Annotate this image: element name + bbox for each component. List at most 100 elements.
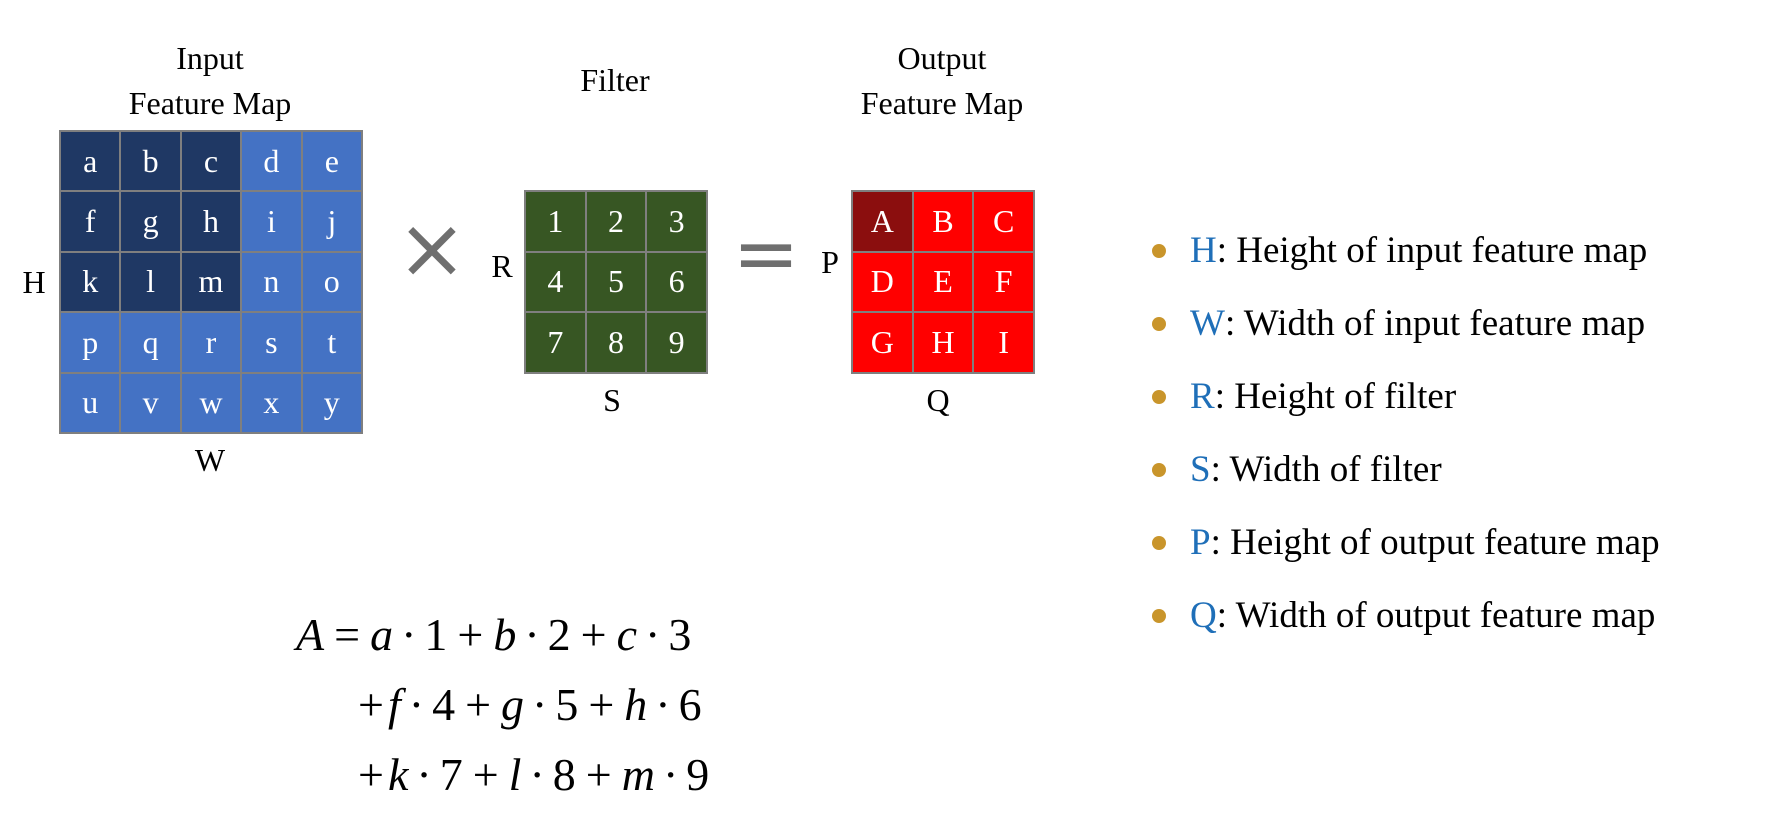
output-feature-map-cell: E (912, 251, 974, 313)
equation-weight: 5 (555, 679, 579, 730)
legend-item: H: Height of input feature map (1152, 214, 1660, 287)
equation-operator: = (334, 609, 361, 660)
legend-item: R: Height of filter (1152, 360, 1660, 433)
equation-variable: l (508, 749, 522, 800)
output-feature-map-cell: D (852, 251, 913, 313)
output-feature-map-cell: F (973, 251, 1034, 313)
input-feature-map-cell: r (180, 312, 242, 373)
equation-operator: + (465, 679, 492, 730)
filter-cell: 5 (585, 251, 647, 313)
input-feature-map-cell: u (60, 372, 121, 433)
bullet-icon (1152, 389, 1166, 404)
equation-dot: · (655, 679, 671, 730)
filter-cell: 3 (646, 191, 707, 252)
legend-symbol: W (1190, 303, 1225, 344)
multiply-operator: × (396, 199, 468, 297)
equation-operator: + (358, 679, 384, 730)
legend-item: P: Height of output feature map (1152, 506, 1660, 579)
output-title-line1: Output (897, 40, 987, 76)
input-feature-map-cell: m (180, 251, 242, 313)
input-feature-map-cell: g (120, 191, 181, 252)
input-feature-map-cell: y (301, 372, 362, 433)
equation-line: A = a · 1 + b · 2 + c · 3 (296, 600, 709, 670)
equation-operator: + (585, 749, 612, 800)
filter-cell: 6 (646, 251, 707, 313)
input-feature-map-cell: l (120, 251, 181, 313)
input-feature-map-cell: v (120, 372, 181, 433)
input-title-line2: Feature Map (128, 85, 292, 121)
input-feature-map-cell: f (60, 191, 121, 252)
legend-symbol: P (1190, 522, 1211, 563)
input-feature-map-cell: x (241, 372, 302, 433)
equation-weight: 8 (552, 749, 576, 800)
output-title-line2: Feature Map (860, 85, 1024, 121)
input-feature-map-cell: o (301, 251, 362, 313)
equation-weight: 9 (686, 749, 710, 800)
input-feature-map-cell: d (241, 131, 302, 192)
input-feature-map-cell: b (120, 131, 181, 192)
equation-variable: a (370, 609, 394, 660)
equation-variable: m (621, 749, 655, 800)
output-height-label: P (821, 244, 839, 280)
equation-weight: 3 (668, 609, 692, 660)
input-feature-map-cell: h (180, 191, 242, 252)
input-feature-map-cell: s (241, 312, 302, 373)
legend-item: S: Width of filter (1152, 433, 1660, 506)
equation-variable: k (387, 749, 409, 800)
input-feature-map-cell: w (180, 372, 242, 433)
equation-dot: · (645, 609, 661, 660)
equation-dot: · (532, 679, 548, 730)
dimension-legend: H: Height of input feature map W: Width o… (1152, 214, 1660, 652)
filter-cell: 8 (585, 312, 647, 373)
input-feature-map-cell: j (301, 191, 362, 252)
equation-dot: · (529, 749, 545, 800)
equation-operator: + (358, 749, 384, 800)
equation-weight: 4 (432, 679, 456, 730)
input-feature-map-cell: k (60, 251, 121, 313)
equation-dot: · (662, 749, 679, 800)
legend-text: : Height of filter (1214, 376, 1457, 417)
equation-dot: · (401, 609, 417, 660)
equation: A = a · 1 + b · 2 + c · 3 +f · 4 + g · 5 + h · 6 +k · 7 + l · 8 + m · 9 (296, 600, 709, 810)
filter-width-label: S (603, 382, 621, 418)
legend-symbol: Q (1190, 595, 1217, 636)
input-feature-map-cell: i (241, 191, 302, 252)
bullet-icon (1152, 243, 1166, 258)
equation-weight: 2 (547, 609, 571, 660)
input-feature-map-cell: c (180, 131, 242, 192)
equation-weight: 7 (439, 749, 463, 800)
bullet-icon (1152, 316, 1166, 331)
filter-height-label: R (491, 248, 513, 284)
filter-cell: 2 (585, 191, 647, 252)
output-feature-map-cell: G (852, 312, 913, 373)
equation-weight: 1 (424, 609, 448, 660)
input-feature-map-cell: p (60, 312, 121, 373)
equation-weight: 6 (678, 679, 702, 730)
equals-operator: = (732, 207, 800, 300)
equation-operator: + (588, 679, 615, 730)
equation-lhs: A (296, 609, 325, 660)
output-title: Output Feature Map (836, 36, 1048, 126)
legend-symbol: R (1190, 376, 1215, 417)
filter-cell: 9 (646, 312, 707, 373)
legend-item: Q: Width of output feature map (1152, 579, 1660, 652)
input-feature-map-cell: t (301, 312, 362, 373)
equation-operator: + (457, 609, 484, 660)
legend-text: : Height of input feature map (1216, 230, 1648, 271)
equation-variable: g (501, 679, 525, 730)
equation-dot: · (408, 679, 425, 730)
equation-line: +f · 4 + g · 5 + h · 6 (296, 670, 709, 740)
filter-cell: 7 (525, 312, 586, 373)
input-title: Input Feature Map (104, 36, 316, 126)
bullet-icon (1152, 608, 1166, 623)
output-feature-map-cell: B (912, 191, 974, 252)
legend-text: : Height of output feature map (1210, 522, 1660, 563)
legend-text: : Width of input feature map (1224, 303, 1646, 344)
input-feature-map-cell: a (60, 131, 121, 192)
bullet-icon (1152, 462, 1166, 477)
equation-dot: · (524, 609, 540, 660)
legend-item: W: Width of input feature map (1152, 287, 1660, 360)
filter-cell: 4 (525, 251, 586, 313)
